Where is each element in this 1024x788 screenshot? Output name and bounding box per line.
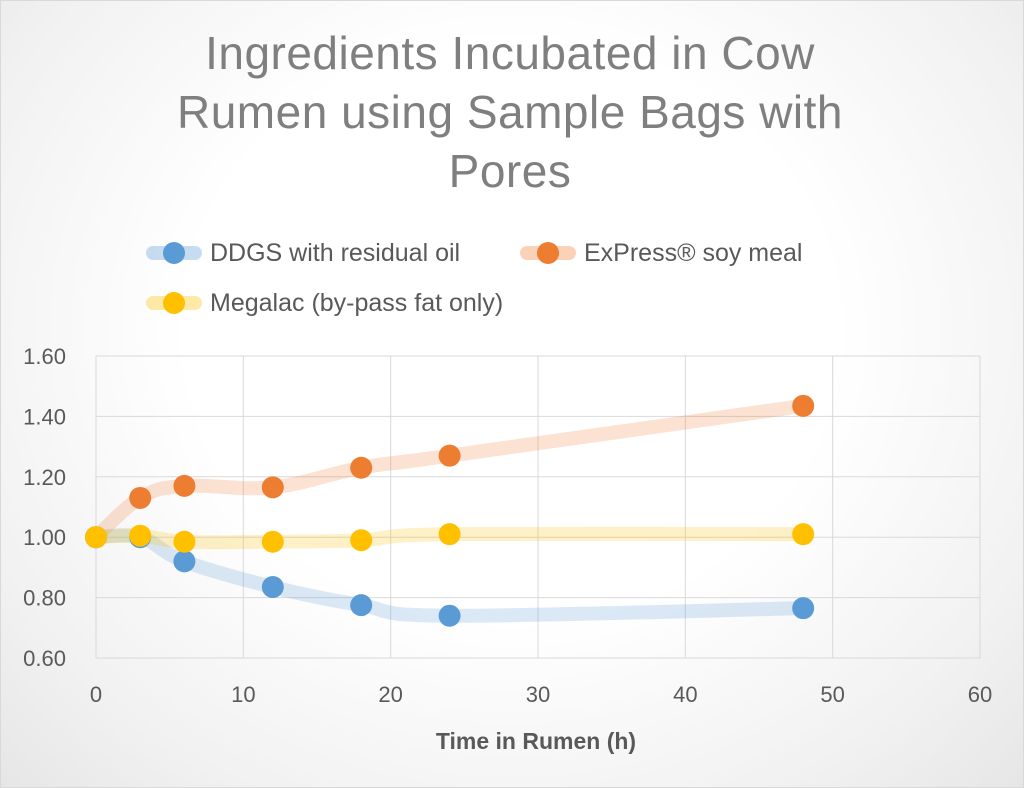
legend-label-express: ExPress® soy meal (584, 238, 803, 267)
y-tick-label: 1.20 (23, 465, 66, 490)
chart-title-line-1: Ingredients Incubated in Cow (205, 27, 815, 79)
legend-marker-express (520, 235, 576, 271)
data-point-series-2 (350, 529, 373, 552)
chart-title-line-2: Rumen using Sample Bags with (177, 86, 843, 138)
data-point-series-2 (792, 523, 815, 546)
data-point-series-2 (438, 523, 461, 546)
data-point-series-0 (792, 597, 815, 620)
y-tick-label: 1.00 (23, 525, 66, 550)
data-point-series-1 (261, 476, 284, 499)
legend-marker-megalac (146, 285, 202, 321)
chart-title-line-3: Pores (448, 145, 572, 197)
x-tick-label: 0 (90, 682, 102, 707)
data-point-series-0 (438, 604, 461, 627)
x-tick-label: 40 (673, 682, 697, 707)
x-axis-title: Time in Rumen (h) (436, 728, 636, 754)
data-point-series-2 (261, 530, 284, 553)
legend-label-megalac: Megalac (by-pass fat only) (210, 288, 504, 317)
x-tick-label: 50 (820, 682, 844, 707)
data-point-series-1 (438, 444, 461, 467)
x-tick-label: 60 (968, 682, 992, 707)
legend-marker-ddgs (146, 235, 202, 271)
series-line-2 (89, 526, 811, 550)
legend-item-express: ExPress® soy meal (520, 235, 802, 271)
data-point-series-1 (792, 394, 815, 417)
data-point-series-0 (350, 594, 373, 617)
data-point-series-2 (85, 526, 107, 549)
chart-title: Ingredients Incubated in Cow Rumen using… (110, 24, 910, 201)
legend-item-ddgs: DDGS with residual oil (146, 235, 460, 271)
y-tick-label: 0.80 (23, 586, 66, 611)
y-tick-label: 1.40 (23, 404, 66, 429)
x-tick-label: 20 (378, 682, 402, 707)
data-point-series-1 (350, 456, 373, 479)
data-point-series-2 (129, 524, 152, 547)
x-tick-label: 10 (231, 682, 255, 707)
y-tick-label: 1.60 (23, 344, 66, 369)
legend-label-ddgs: DDGS with residual oil (210, 238, 461, 267)
x-tick-label: 30 (526, 682, 550, 707)
y-tick-label: 0.60 (23, 646, 66, 671)
data-point-series-1 (129, 486, 152, 509)
data-point-series-0 (173, 550, 196, 573)
series-line-1 (89, 398, 811, 545)
series-line-0 (89, 528, 811, 623)
data-point-series-1 (173, 474, 196, 497)
legend-item-megalac: Megalac (by-pass fat only) (146, 285, 503, 321)
data-point-series-2 (173, 530, 196, 553)
data-point-series-0 (261, 576, 284, 599)
